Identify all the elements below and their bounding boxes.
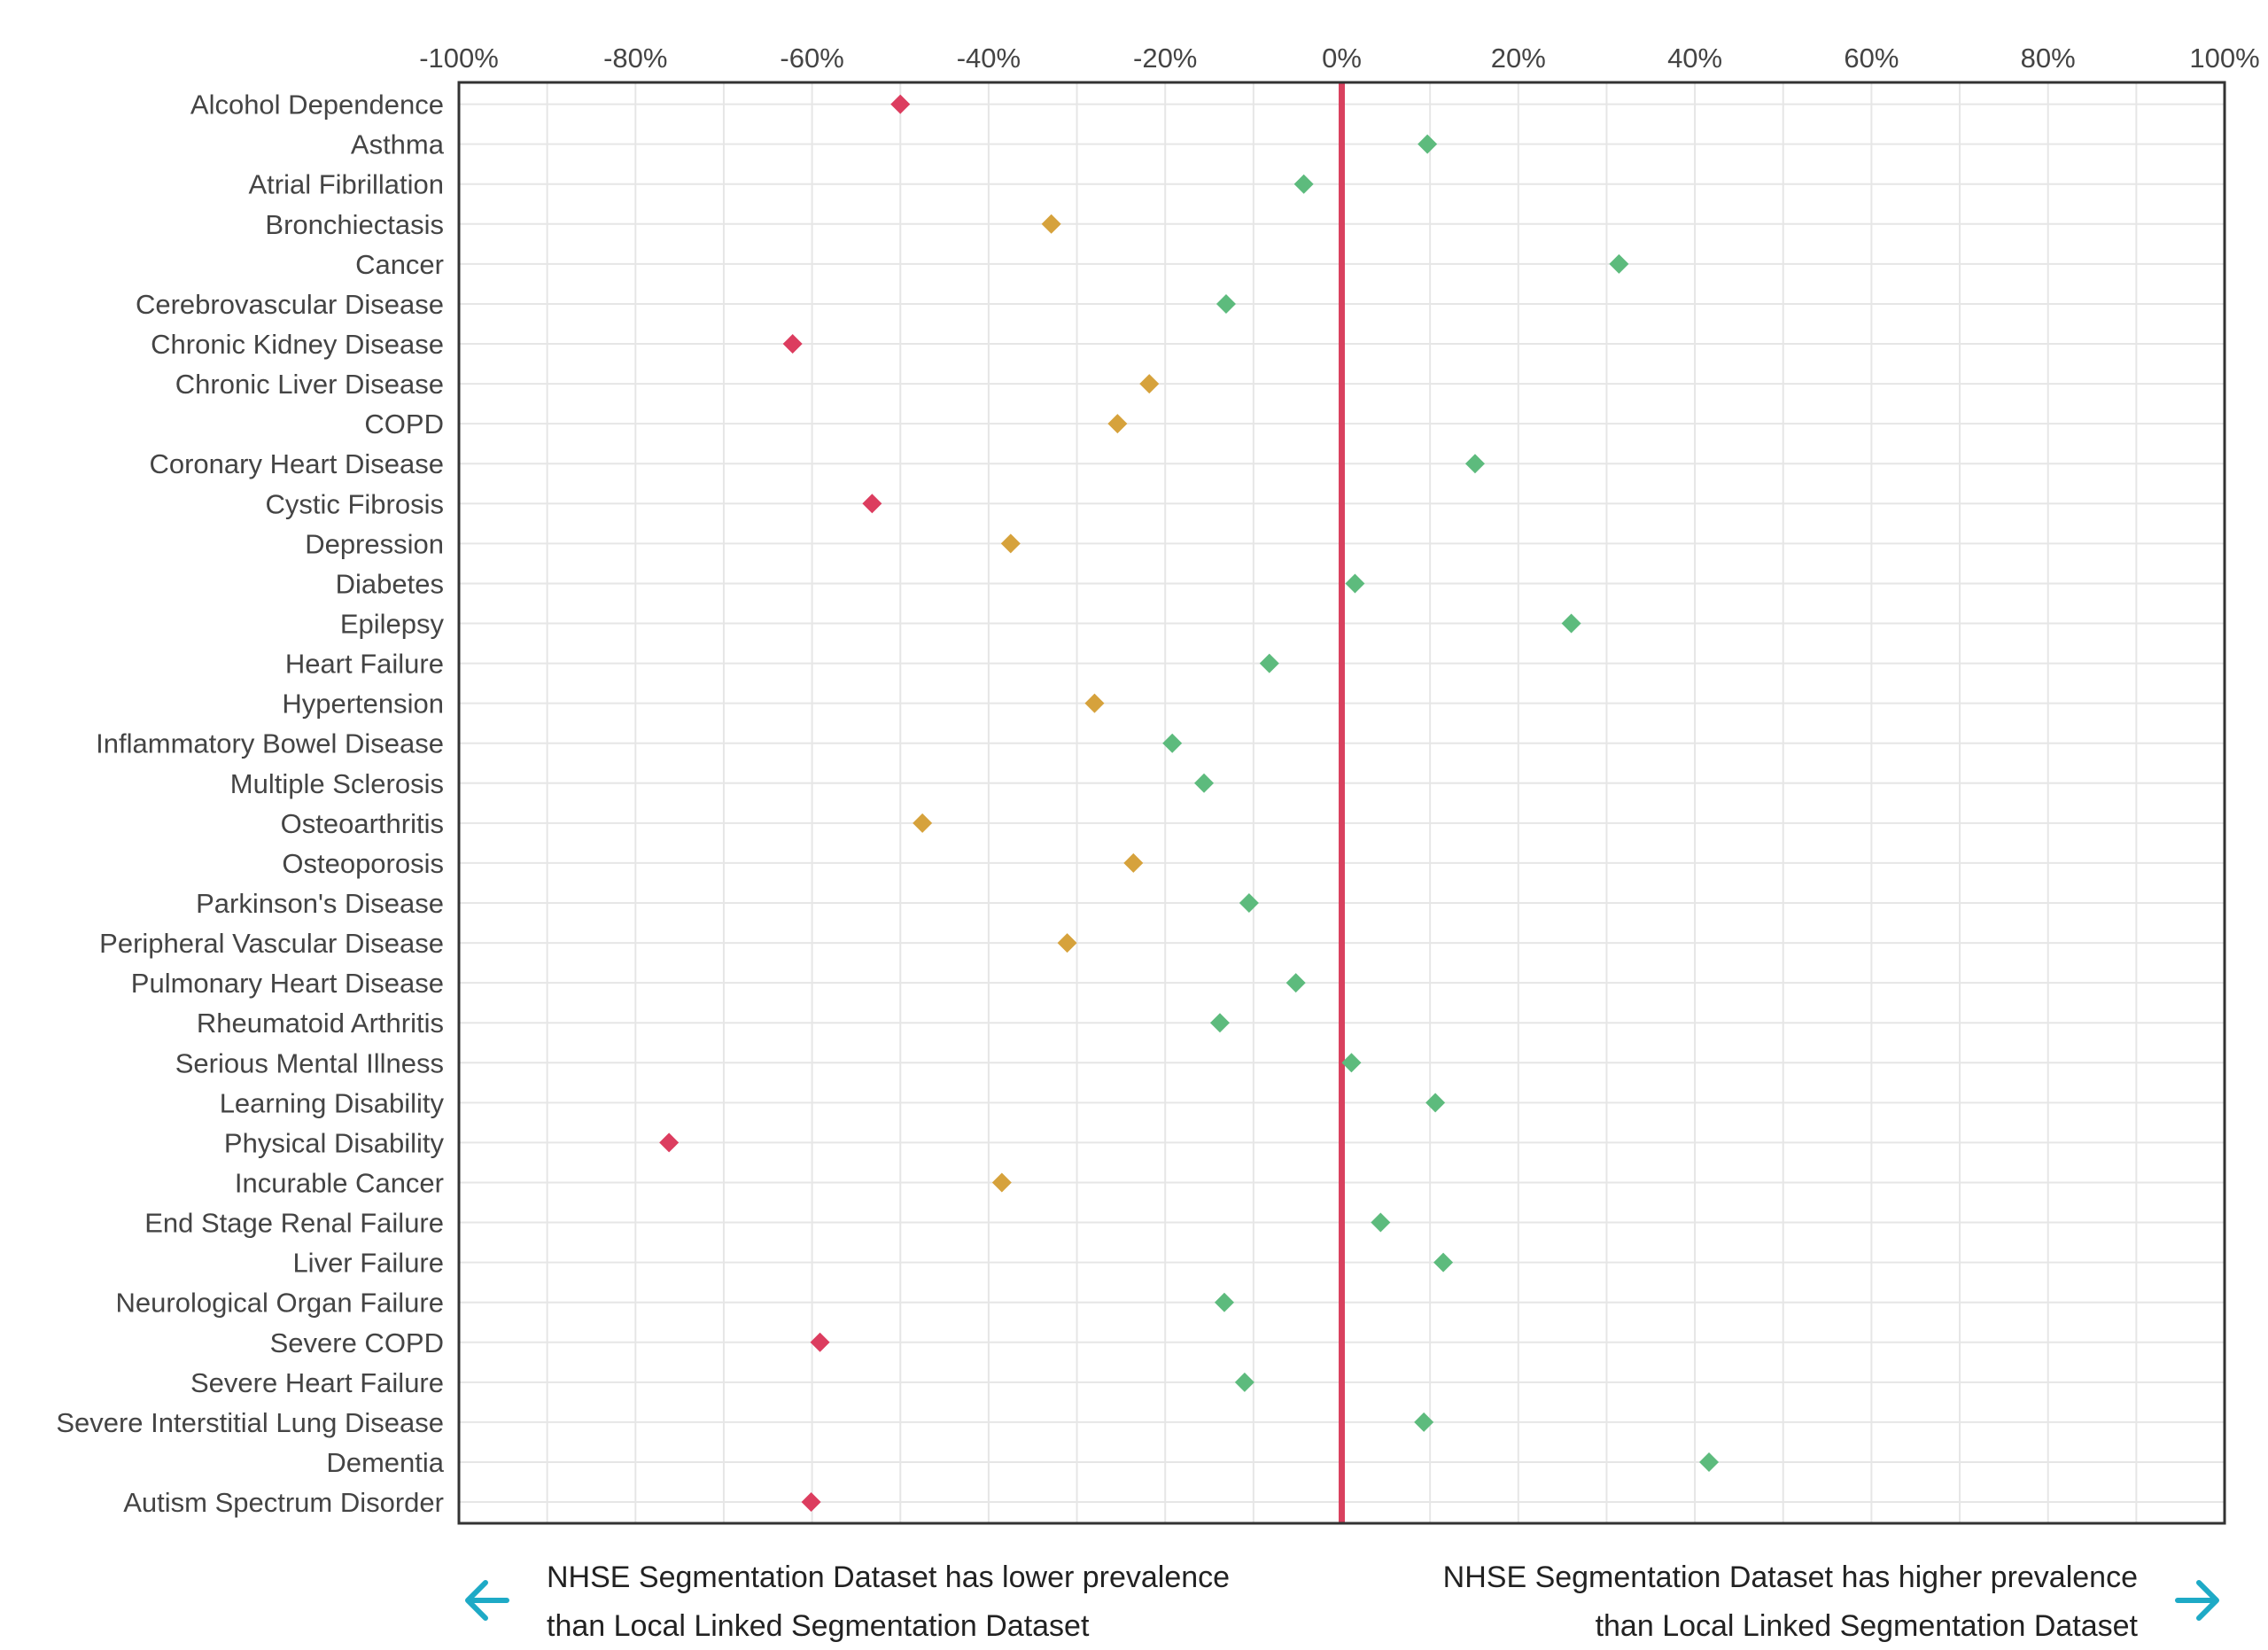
data-point-diamond bbox=[1371, 1212, 1391, 1233]
data-point-diamond bbox=[862, 494, 882, 514]
category-label: Severe Interstitial Lung Disease bbox=[56, 1407, 444, 1438]
data-point-diamond bbox=[890, 94, 911, 114]
category-label: Rheumatoid Arthritis bbox=[197, 1008, 444, 1039]
category-label: Osteoarthritis bbox=[281, 808, 444, 839]
left-annotation-line2: than Local Linked Segmentation Dataset bbox=[547, 1609, 1090, 1643]
category-label: COPD bbox=[364, 409, 444, 440]
category-label: Osteoporosis bbox=[282, 848, 444, 879]
data-point-diamond bbox=[1209, 1013, 1230, 1033]
x-tick-label: 20% bbox=[1491, 43, 1546, 74]
data-point-diamond bbox=[801, 1492, 821, 1513]
category-label: Alcohol Dependence bbox=[190, 90, 444, 121]
data-point-diamond bbox=[1084, 693, 1105, 713]
x-tick-label: -60% bbox=[780, 43, 843, 74]
left-annotation-line1: NHSE Segmentation Dataset has lower prev… bbox=[547, 1560, 1230, 1594]
annotation-left: NHSE Segmentation Dataset has lower prev… bbox=[465, 1560, 1230, 1643]
data-point-diamond bbox=[1414, 1412, 1434, 1432]
category-label: Learning Disability bbox=[220, 1087, 445, 1118]
category-label: Peripheral Vascular Disease bbox=[99, 928, 444, 959]
data-point-diamond bbox=[913, 813, 933, 833]
x-axis-ticks: -100% -80% -60% -40% -20% 0% 20% 40% 60% 80% 100% bbox=[419, 43, 2259, 74]
data-point-diamond bbox=[1000, 533, 1021, 554]
category-labels: Alcohol Dependence Asthma Atrial Fibrillat… bbox=[56, 90, 444, 1518]
data-point-diamond bbox=[1425, 1093, 1446, 1113]
data-point-diamond bbox=[1041, 214, 1061, 234]
category-label: Hypertension bbox=[282, 689, 444, 720]
category-label: Depression bbox=[305, 528, 444, 559]
category-label: Severe Heart Failure bbox=[190, 1367, 444, 1398]
category-label: Epilepsy bbox=[340, 609, 445, 640]
data-point-diamond bbox=[1259, 653, 1279, 673]
data-point-diamond bbox=[659, 1132, 680, 1153]
category-label: Bronchiectasis bbox=[265, 209, 444, 240]
category-label: Multiple Sclerosis bbox=[230, 768, 444, 799]
data-point-diamond bbox=[1345, 573, 1365, 594]
data-point-diamond bbox=[1107, 414, 1128, 434]
arrow-left-icon bbox=[465, 1580, 509, 1621]
category-label: Diabetes bbox=[336, 568, 444, 599]
category-label: Neurological Organ Failure bbox=[116, 1288, 444, 1319]
x-tick-label: 0% bbox=[1322, 43, 1362, 74]
category-label: Liver Failure bbox=[292, 1248, 444, 1279]
plot-frame bbox=[457, 81, 2226, 1525]
data-point-diamond bbox=[810, 1332, 830, 1352]
category-label: End Stage Renal Failure bbox=[144, 1208, 444, 1239]
category-label: Asthma bbox=[351, 129, 445, 160]
right-annotation-line1: NHSE Segmentation Dataset has higher pre… bbox=[1443, 1560, 2138, 1594]
data-points bbox=[659, 94, 1720, 1513]
x-tick-label: 100% bbox=[2189, 43, 2259, 74]
x-tick-label: 60% bbox=[1844, 43, 1899, 74]
data-point-diamond bbox=[1194, 773, 1215, 793]
x-tick-label: -100% bbox=[419, 43, 499, 74]
data-point-diamond bbox=[782, 334, 803, 354]
data-point-diamond bbox=[1609, 253, 1629, 274]
data-point-diamond bbox=[1214, 1292, 1234, 1312]
data-point-diamond bbox=[1139, 374, 1160, 394]
category-label: Autism Spectrum Disorder bbox=[123, 1487, 444, 1518]
x-tick-label: -40% bbox=[957, 43, 1021, 74]
category-label: Physical Disability bbox=[224, 1127, 445, 1158]
data-point-diamond bbox=[1162, 733, 1183, 753]
x-tick-label: -20% bbox=[1133, 43, 1197, 74]
data-point-diamond bbox=[1123, 852, 1144, 873]
category-label: Chronic Liver Disease bbox=[175, 369, 444, 400]
category-label: Heart Failure bbox=[285, 649, 444, 680]
category-label: Severe COPD bbox=[270, 1327, 444, 1358]
category-label: Pulmonary Heart Disease bbox=[131, 968, 444, 999]
data-point-diamond bbox=[1239, 893, 1259, 913]
data-point-diamond bbox=[1216, 293, 1236, 314]
data-point-diamond bbox=[1234, 1372, 1254, 1392]
data-point-diamond bbox=[991, 1172, 1012, 1193]
arrow-right-icon bbox=[2175, 1580, 2219, 1621]
x-tick-label: 80% bbox=[2021, 43, 2076, 74]
category-label: Atrial Fibrillation bbox=[248, 169, 444, 200]
category-label: Parkinson's Disease bbox=[196, 888, 444, 919]
data-point-diamond bbox=[1561, 613, 1581, 634]
category-label: Dementia bbox=[326, 1447, 444, 1478]
category-label: Inflammatory Bowel Disease bbox=[96, 728, 444, 759]
right-annotation-line2: than Local Linked Segmentation Dataset bbox=[1596, 1609, 2139, 1643]
category-label: Cerebrovascular Disease bbox=[136, 289, 444, 320]
category-label: Cystic Fibrosis bbox=[265, 488, 444, 519]
data-point-diamond bbox=[1057, 933, 1077, 953]
category-label: Serious Mental Illness bbox=[175, 1047, 444, 1078]
x-tick-label: -80% bbox=[603, 43, 667, 74]
data-point-diamond bbox=[1418, 134, 1438, 154]
category-label: Chronic Kidney Disease bbox=[151, 329, 444, 360]
x-tick-label: 40% bbox=[1667, 43, 1722, 74]
data-point-diamond bbox=[1464, 454, 1485, 474]
annotation-right: NHSE Segmentation Dataset has higher pre… bbox=[1443, 1560, 2219, 1643]
data-point-diamond bbox=[1293, 174, 1314, 194]
category-label: Cancer bbox=[355, 249, 444, 280]
data-point-diamond bbox=[1341, 1053, 1362, 1073]
data-point-diamond bbox=[1285, 973, 1306, 993]
category-label: Incurable Cancer bbox=[235, 1167, 444, 1198]
data-point-diamond bbox=[1433, 1252, 1454, 1273]
data-point-diamond bbox=[1699, 1452, 1720, 1472]
category-label: Coronary Heart Disease bbox=[149, 448, 444, 479]
